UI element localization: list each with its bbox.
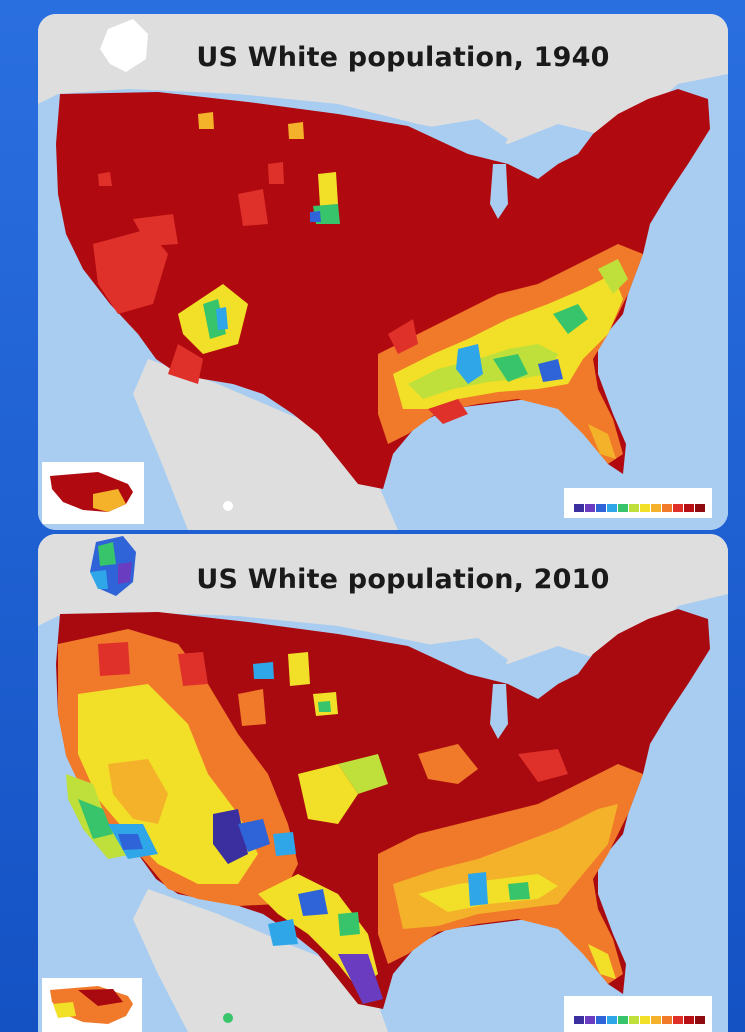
us-map-1940	[38, 14, 728, 530]
legend-swatch	[618, 1016, 628, 1024]
legend-swatch	[651, 504, 661, 512]
legend-box	[564, 996, 712, 1032]
canada-land	[38, 534, 728, 664]
legend-swatch	[640, 504, 650, 512]
map-panel-2010: US White population, 2010	[38, 534, 728, 1032]
inset-map-west	[53, 1002, 76, 1018]
mexico-land	[133, 359, 398, 530]
hawaii-shape	[223, 501, 233, 511]
color-legend	[574, 1016, 705, 1024]
legend-swatch	[684, 1016, 694, 1024]
legend-swatch	[640, 1016, 650, 1024]
legend-swatch	[695, 1016, 705, 1024]
canada-land	[38, 14, 728, 144]
legend-swatch	[596, 1016, 606, 1024]
legend-swatch	[607, 504, 617, 512]
gulf-notch	[528, 399, 588, 454]
us-map-2010	[38, 534, 728, 1032]
west-patches	[93, 112, 418, 384]
map-title: US White population, 1940	[196, 42, 610, 73]
gulf-notch	[528, 919, 588, 974]
southeast-mixed-region	[378, 744, 643, 984]
lake-michigan	[490, 164, 508, 219]
legend-swatch	[629, 504, 639, 512]
color-legend	[574, 504, 705, 512]
legend-swatch	[695, 504, 705, 512]
alaska-shape	[100, 19, 148, 72]
legend-swatch	[585, 1016, 595, 1024]
legend-swatch	[585, 504, 595, 512]
inset-map-south	[93, 489, 126, 512]
mexico-land	[133, 889, 388, 1032]
map-panel-1940: US White population, 1940	[38, 14, 728, 530]
southeast-mixed-region	[378, 244, 643, 464]
legend-swatch	[673, 1016, 683, 1024]
legend-swatch	[629, 1016, 639, 1024]
legend-swatch	[596, 504, 606, 512]
legend-swatch	[574, 1016, 584, 1024]
alaska-shape	[90, 536, 136, 596]
legend-swatch	[618, 504, 628, 512]
legend-swatch	[574, 504, 584, 512]
legend-swatch	[673, 504, 683, 512]
west-mixed-region	[58, 629, 388, 1004]
lake-michigan	[490, 684, 508, 739]
map-title: US White population, 2010	[196, 564, 610, 595]
legend-swatch	[662, 504, 672, 512]
legend-swatch	[651, 1016, 661, 1024]
legend-swatch	[662, 1016, 672, 1024]
inset-map-northeast	[78, 989, 123, 1006]
legend-swatch	[684, 504, 694, 512]
legend-box	[564, 488, 712, 518]
legend-swatch	[607, 1016, 617, 1024]
hawaii-shape	[223, 1013, 233, 1023]
